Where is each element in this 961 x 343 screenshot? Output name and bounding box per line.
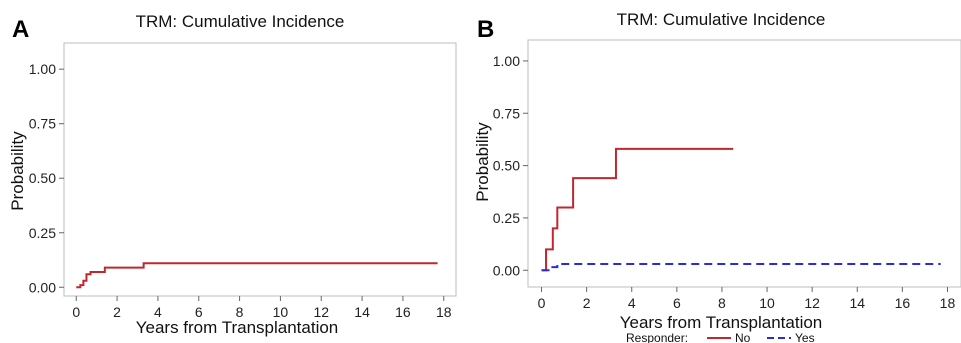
panel-a-label: A (12, 16, 29, 43)
panel-b-x-ticks: 0 2 4 6 8 10 12 14 16 18 (538, 287, 956, 311)
x-tick-label: 12 (804, 295, 820, 311)
x-tick-label: 18 (436, 304, 452, 320)
panel-a-ylabel: Probability (8, 131, 27, 211)
y-tick-label: 0.00 (493, 262, 520, 278)
x-tick-label: 18 (940, 295, 956, 311)
x-tick-label: 16 (895, 295, 911, 311)
legend-label-yes: Yes (795, 331, 815, 343)
y-tick-label: 0.25 (29, 225, 56, 241)
x-tick-label: 4 (154, 304, 162, 320)
panel-b-xlabel: Years from Transplantation (620, 313, 823, 332)
panel-a: A TRM: Cumulative Incidence Years from T… (8, 12, 457, 337)
x-tick-label: 8 (718, 295, 726, 311)
panel-b-label: B (477, 16, 494, 43)
panel-b-ylabel: Probability (473, 122, 492, 202)
x-tick-label: 0 (538, 295, 546, 311)
panel-b-plot-frame (527, 39, 961, 288)
y-tick-label: 1.00 (493, 53, 520, 69)
x-tick-label: 6 (673, 295, 681, 311)
y-tick-label: 0.25 (493, 210, 520, 226)
panel-b-y-ticks: 0.00 0.25 0.50 0.75 1.00 (493, 53, 528, 278)
x-tick-label: 10 (273, 304, 289, 320)
x-tick-label: 6 (195, 304, 203, 320)
legend-label-no: No (735, 331, 751, 343)
x-tick-label: 14 (354, 304, 370, 320)
series-line-no (541, 147, 734, 272)
x-tick-label: 2 (113, 304, 121, 320)
x-tick-label: 16 (395, 304, 411, 320)
x-tick-label: 2 (583, 295, 591, 311)
panel-b-series (541, 147, 941, 272)
panel-a-title: TRM: Cumulative Incidence (136, 12, 345, 31)
x-tick-label: 8 (236, 304, 244, 320)
panel-a-series (76, 262, 438, 289)
panel-a-plot-frame (63, 42, 457, 297)
x-tick-label: 10 (759, 295, 775, 311)
panel-a-y-ticks: 0.00 0.25 0.50 0.75 1.00 (29, 61, 64, 295)
x-tick-label: 0 (72, 304, 80, 320)
panel-b: B TRM: Cumulative Incidence Years from T… (473, 10, 961, 343)
y-tick-label: 0.75 (29, 116, 56, 132)
y-tick-label: 0.00 (29, 279, 56, 295)
series-line (76, 262, 438, 289)
x-tick-label: 12 (313, 304, 329, 320)
panel-b-title: TRM: Cumulative Incidence (617, 10, 826, 29)
x-tick-label: 4 (628, 295, 636, 311)
y-tick-label: 0.50 (493, 158, 520, 174)
y-tick-label: 1.00 (29, 61, 56, 77)
series-line-yes (541, 262, 941, 272)
x-tick-label: 14 (849, 295, 865, 311)
y-tick-label: 0.75 (493, 105, 520, 121)
panel-a-xlabel: Years from Transplantation (136, 318, 339, 337)
legend: Responder: No Yes (626, 331, 815, 343)
legend-title: Responder: (626, 331, 688, 343)
y-tick-label: 0.50 (29, 170, 56, 186)
panel-a-x-ticks: 0 2 4 6 8 10 12 14 16 18 (72, 296, 452, 320)
